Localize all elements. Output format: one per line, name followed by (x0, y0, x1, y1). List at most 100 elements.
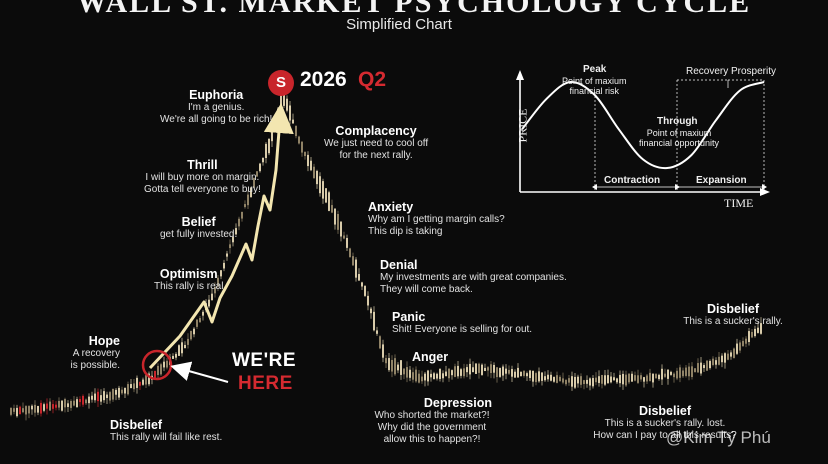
candle (229, 244, 231, 249)
candle (385, 358, 387, 364)
candle (520, 371, 522, 377)
candle (592, 378, 594, 387)
candle (532, 370, 534, 382)
candle (148, 373, 150, 385)
candle (58, 400, 60, 408)
candle (400, 360, 402, 375)
candle (208, 299, 210, 307)
candle (181, 342, 183, 354)
candle (346, 237, 348, 248)
candle (235, 228, 237, 235)
candle (655, 374, 657, 379)
candle (28, 406, 30, 414)
phase-anger: Anger (412, 350, 449, 364)
inset-contraction-arrow-right (675, 184, 680, 190)
candle (559, 376, 561, 382)
candle (166, 360, 168, 368)
candle (454, 366, 456, 377)
candle (466, 367, 468, 373)
candle (610, 376, 612, 383)
candle (571, 376, 573, 387)
candle (25, 406, 27, 415)
candle (265, 143, 267, 159)
candle (79, 399, 81, 403)
candle (193, 328, 195, 335)
candle (622, 373, 624, 385)
candle (649, 372, 651, 381)
candle (433, 373, 435, 380)
candle (613, 377, 615, 381)
candle (664, 373, 666, 377)
candle (583, 380, 585, 385)
candle (634, 375, 636, 381)
candle (319, 176, 321, 194)
candle (742, 340, 744, 347)
candle (340, 221, 342, 237)
candle (673, 373, 675, 378)
candle (661, 368, 663, 380)
candle (187, 338, 189, 345)
candle (595, 377, 597, 383)
phase-euphoria: Euphoria I'm a genius. We're all going t… (160, 88, 273, 125)
phase-disbelief-end: Disbelief This is a sucker's rally. (683, 302, 783, 327)
candle (325, 188, 327, 203)
candle (760, 323, 762, 334)
candle (736, 343, 738, 354)
candle (562, 378, 564, 383)
candle (505, 368, 507, 374)
inset-price-label: PRICE (515, 108, 530, 143)
candle (163, 361, 165, 368)
candle (472, 367, 474, 373)
candle (412, 372, 414, 380)
candle (154, 370, 156, 379)
candle (31, 405, 33, 410)
candle (289, 105, 291, 121)
phase-depression: Depression Who shorted the market?! Why … (374, 396, 492, 445)
candle (493, 364, 495, 373)
candle (349, 248, 351, 258)
candle (145, 375, 147, 385)
candle (52, 404, 54, 409)
candle (694, 368, 696, 373)
candle (199, 318, 201, 323)
candle (97, 391, 99, 402)
candle (331, 205, 333, 213)
candle (547, 374, 549, 380)
candle (469, 363, 471, 375)
candle (745, 338, 747, 344)
candle (580, 376, 582, 385)
inset-cycle-chart (516, 70, 770, 196)
candle (115, 389, 117, 395)
candle (370, 308, 372, 314)
phase-denial: Denial My investments are with great com… (380, 258, 567, 295)
candle (76, 399, 78, 408)
candle (526, 373, 528, 377)
candle (256, 171, 258, 177)
candle (502, 366, 504, 376)
candle (124, 387, 126, 394)
candle (529, 370, 531, 379)
candle (178, 345, 180, 356)
candle (754, 328, 756, 337)
candle (499, 367, 501, 377)
candle (709, 360, 711, 369)
candle (727, 353, 729, 360)
candle (121, 389, 123, 394)
candle (13, 408, 15, 412)
candle (91, 395, 93, 400)
candle (43, 404, 45, 411)
candle (355, 259, 357, 278)
phase-panic: Panic Shit! Everyone is selling for out. (392, 310, 533, 335)
candle (106, 394, 108, 399)
candle (373, 311, 375, 331)
candle (451, 370, 453, 376)
candle (604, 375, 606, 385)
candle (445, 371, 447, 377)
candle (409, 369, 411, 378)
candle (475, 363, 477, 374)
candle (565, 380, 567, 385)
candle (733, 348, 735, 358)
candle (628, 373, 630, 383)
candle (82, 395, 84, 405)
candle (61, 400, 63, 411)
